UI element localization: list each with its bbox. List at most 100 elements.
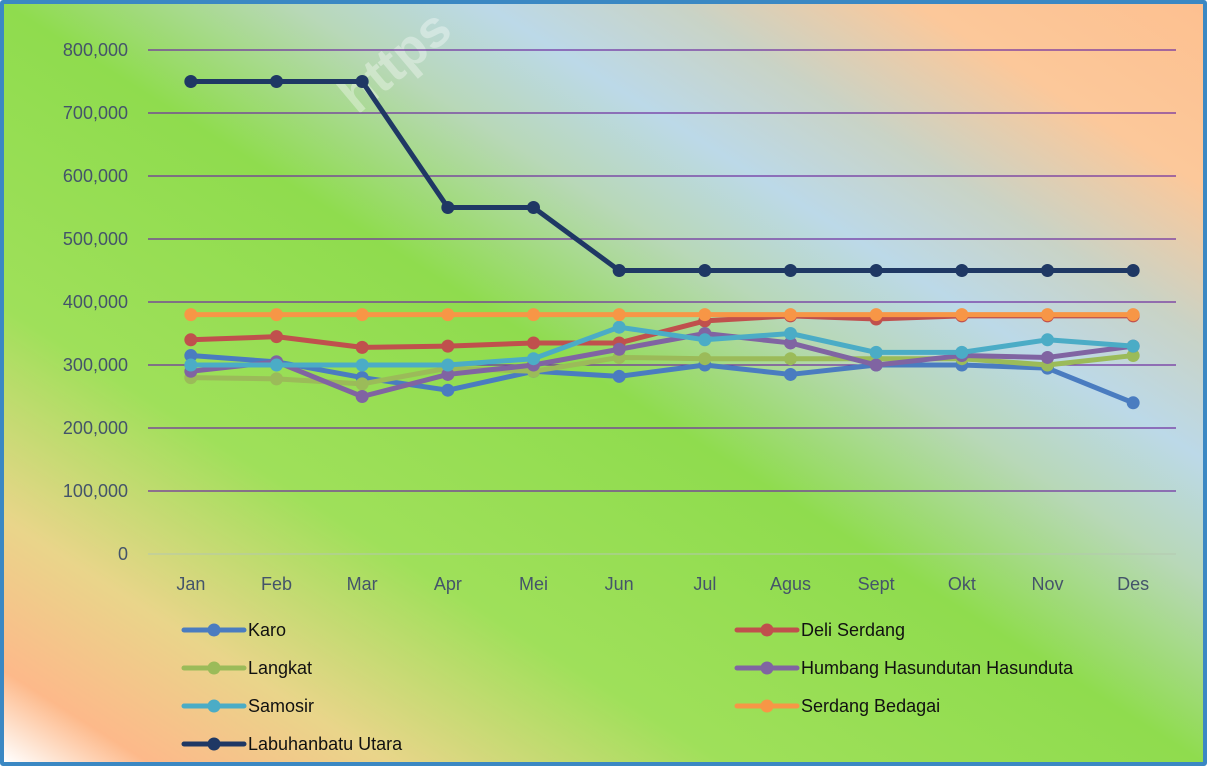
legend-item: Serdang Bedagai: [734, 696, 940, 716]
data-point: [784, 336, 797, 350]
y-tick-label: 100,000: [63, 481, 128, 501]
data-point: [441, 383, 455, 397]
legend-label: Samosir: [248, 696, 314, 716]
data-point: [270, 75, 283, 88]
data-point: [270, 358, 283, 372]
data-point: [784, 264, 797, 277]
legend-marker: [207, 623, 221, 637]
data-point: [355, 75, 369, 88]
data-point: [1126, 339, 1140, 353]
legend-marker: [760, 699, 774, 713]
y-tick-label: 700,000: [63, 103, 128, 123]
y-tick-label: 800,000: [63, 40, 128, 60]
data-point: [527, 201, 540, 214]
x-axis: Jan Feb Mar Apr Mei Jun Jul Agus Sept Okt Nov Des: [176, 574, 1149, 594]
data-point: [527, 308, 540, 322]
data-point: [698, 264, 712, 277]
y-tick-label: 200,000: [63, 418, 128, 438]
x-tick-label: Nov: [1031, 574, 1063, 594]
legend-label: Humbang Hasundutan Hasunduta: [801, 658, 1074, 678]
y-tick-label: 0: [118, 544, 128, 564]
legend-label: Karo: [248, 620, 286, 640]
data-point: [1041, 308, 1054, 322]
data-point: [184, 349, 198, 363]
y-tick-label: 400,000: [63, 292, 128, 312]
legend-label: Serdang Bedagai: [801, 696, 940, 716]
data-point: [270, 372, 283, 386]
chart-background: [4, 4, 1203, 762]
data-point: [184, 333, 198, 347]
data-point: [527, 352, 540, 366]
data-point: [1126, 264, 1140, 277]
x-tick-label: Jul: [693, 574, 716, 594]
legend-item: Langkat: [181, 658, 312, 678]
data-point: [869, 345, 883, 359]
series-line: [188, 324, 1136, 368]
x-tick-label: Apr: [434, 574, 462, 594]
data-point: [784, 367, 797, 381]
data-point: [698, 308, 712, 322]
data-point: [441, 201, 455, 214]
y-tick-label: 300,000: [63, 355, 128, 375]
x-tick-label: Jun: [605, 574, 634, 594]
x-tick-label: Okt: [948, 574, 976, 594]
series-line: [188, 331, 1136, 399]
data-point: [355, 340, 369, 354]
data-point: [355, 377, 369, 391]
data-point: [1041, 333, 1054, 347]
series-lines: [184, 75, 1140, 410]
data-point: [1041, 350, 1054, 364]
data-point: [1041, 264, 1054, 277]
data-point: [441, 339, 455, 353]
data-point: [955, 345, 969, 359]
x-tick-label: Feb: [261, 574, 292, 594]
data-point: [270, 330, 283, 344]
series-5: [184, 308, 1140, 322]
series-line: [188, 79, 1136, 273]
legend-marker: [207, 661, 221, 675]
x-tick-label: Sept: [858, 574, 895, 594]
y-tick-label: 600,000: [63, 166, 128, 186]
legend-marker: [207, 737, 221, 751]
y-axis: 0 100,000 200,000 300,000 400,000 500,000 600,…: [63, 40, 128, 564]
legend-marker: [760, 623, 774, 637]
x-tick-label: Mei: [519, 574, 548, 594]
data-point: [869, 308, 883, 322]
data-point: [184, 75, 198, 88]
data-point: [355, 390, 369, 403]
y-tick-label: 500,000: [63, 229, 128, 249]
data-point: [270, 308, 283, 322]
data-point: [441, 367, 455, 381]
series-6: [184, 75, 1140, 277]
data-point: [355, 358, 369, 372]
x-tick-label: Jan: [176, 574, 205, 594]
data-point: [441, 308, 455, 322]
legend-marker: [760, 661, 774, 675]
data-point: [612, 308, 626, 322]
data-point: [784, 308, 797, 322]
data-point: [612, 320, 626, 334]
data-point: [612, 342, 626, 356]
data-point: [612, 264, 626, 277]
legend-item: Samosir: [181, 696, 314, 716]
legend-label: Labuhanbatu Utara: [248, 734, 403, 754]
legend-item: Labuhanbatu Utara: [181, 734, 403, 754]
legend-label: Deli Serdang: [801, 620, 905, 640]
x-tick-label: Des: [1117, 574, 1149, 594]
legend: Karo Deli Serdang Langkat Humbang Hasunduta…: [181, 620, 1074, 754]
data-point: [698, 352, 712, 366]
legend-marker: [207, 699, 221, 713]
data-point: [355, 308, 369, 322]
x-tick-label: Agus: [770, 574, 811, 594]
legend-item: Humbang Hasundutan Hasunduta: [734, 658, 1074, 678]
data-point: [441, 358, 455, 372]
data-point: [1126, 308, 1140, 322]
data-point: [955, 308, 969, 322]
series-line: [188, 353, 1136, 406]
data-point: [184, 358, 198, 372]
legend-label: Langkat: [248, 658, 312, 678]
data-point: [1126, 396, 1140, 410]
data-point: [955, 264, 969, 277]
data-point: [1126, 349, 1140, 363]
